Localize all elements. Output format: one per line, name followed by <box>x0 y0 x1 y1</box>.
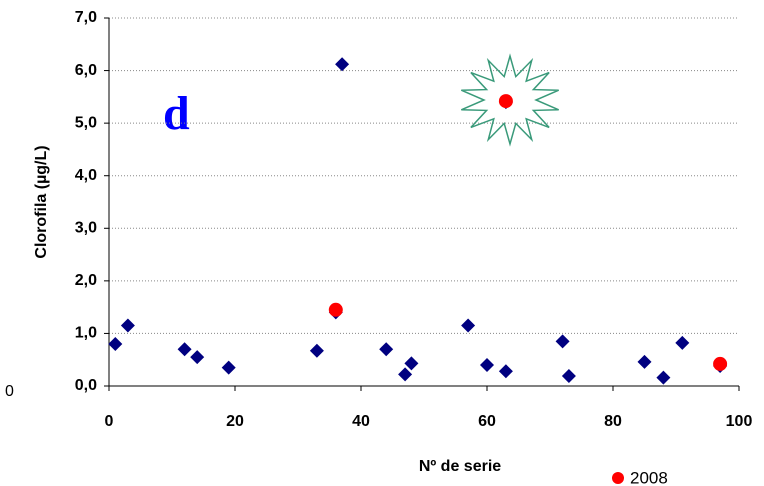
point <box>120 318 135 333</box>
x-tick-label: 80 <box>604 413 622 430</box>
x-tick-label: 0 <box>105 413 114 430</box>
point <box>675 335 690 350</box>
point <box>561 369 576 384</box>
point <box>379 342 394 357</box>
point <box>480 357 494 372</box>
point <box>177 342 192 357</box>
point <box>108 336 123 351</box>
point <box>190 350 205 365</box>
y-tick-label: 4,0 <box>75 167 97 184</box>
y-tick-label: 7,0 <box>75 9 97 26</box>
starburst <box>461 53 559 147</box>
point <box>328 302 343 317</box>
point <box>713 356 728 371</box>
y-tick-label: 0,0 <box>75 377 97 394</box>
y-tick-label: 3,0 <box>75 220 97 237</box>
y-tick-label: 6,0 <box>75 62 97 79</box>
panel-letter: d <box>163 87 190 140</box>
point <box>398 367 413 382</box>
legend-marker <box>612 472 624 484</box>
point <box>498 364 513 379</box>
point <box>555 334 570 349</box>
x-axis-title: Nº de serie <box>419 458 501 475</box>
point <box>335 57 350 72</box>
x-tick-label: 100 <box>726 413 753 430</box>
x-tick-label: 40 <box>352 413 370 430</box>
legend-label: 2008 <box>630 468 668 486</box>
point <box>656 370 671 385</box>
point <box>498 94 513 109</box>
y-tick-label: 5,0 <box>75 114 97 131</box>
point <box>309 343 324 358</box>
point <box>221 360 236 375</box>
edge-fragment: 0 <box>5 383 14 400</box>
point <box>404 356 419 371</box>
y-tick-label: 2,0 <box>75 272 97 289</box>
point <box>461 318 476 333</box>
y-tick-label: 1,0 <box>75 325 97 342</box>
y-axis-title: Clorofila (µg/L) <box>33 145 50 258</box>
x-tick-label: 60 <box>478 413 496 430</box>
point <box>637 354 652 369</box>
x-tick-label: 20 <box>226 413 244 430</box>
